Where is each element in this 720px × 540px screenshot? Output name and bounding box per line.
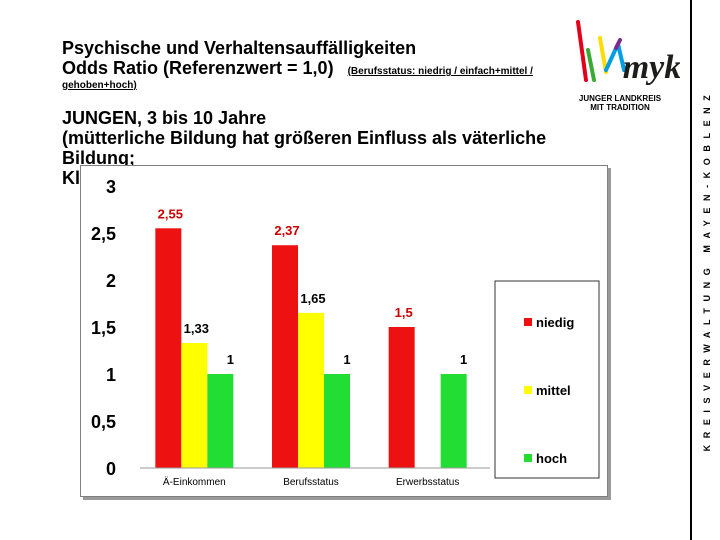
- logo-stroke-green: [586, 48, 596, 82]
- section-heading: JUNGEN, 3 bis 10 Jahre (mütterliche Bild…: [62, 108, 622, 188]
- logo-stroke-purple: [614, 38, 622, 50]
- legend-swatch-2: [524, 454, 532, 462]
- heading-line-2: (mütterliche Bildung hat größeren Einflu…: [62, 128, 547, 148]
- bar-2-1: [324, 374, 350, 468]
- y-tick-label-4: 2: [106, 271, 116, 291]
- logo-caption: JUNGER LANDKREIS MIT TRADITION: [560, 94, 680, 112]
- bar-2-2: [440, 374, 467, 468]
- legend-label-2: hoch: [536, 451, 567, 466]
- heading-line-4: Kl: [62, 168, 80, 188]
- logo-wordmark: myk: [623, 49, 680, 86]
- data-label-1-0: 1,33: [184, 321, 209, 336]
- data-label-2-0: 1: [227, 352, 234, 367]
- sidebar-text: KREISVERWALTUNG MAYEN-KOBLENZ: [702, 88, 712, 452]
- chart-frame: 0 0,5 1 1,5 2 2,5 3 2,55 1,33 1 2,37 1,65 1 1,5 1 Ä-E…: [80, 165, 608, 497]
- data-label-1-1: 1,65: [300, 291, 325, 306]
- data-label-0-0: 2,55: [158, 206, 183, 221]
- legend-swatch-1: [524, 386, 532, 394]
- x-tick-label-2: Erwerbsstatus: [396, 477, 459, 488]
- bar-1-0: [181, 342, 208, 468]
- heading-line-1: JUNGEN, 3 bis 10 Jahre: [62, 108, 267, 128]
- y-axis: 0 0,5 1 1,5 2 2,5 3: [91, 177, 116, 479]
- y-tick-label-3: 1,5: [91, 318, 116, 338]
- y-tick-label-5: 2,5: [91, 224, 116, 244]
- bars: 2,55 1,33 1 2,37 1,65 1 1,5 1: [140, 206, 490, 469]
- legend-box: [494, 280, 600, 479]
- data-label-0-1: 2,37: [274, 223, 299, 238]
- page-subtitle: Odds Ratio (Referenzwert = 1,0) (Berufsst…: [62, 58, 533, 79]
- logo-caption-line-2: MIT TRADITION: [590, 103, 650, 112]
- legend-label-1: mittel: [536, 383, 571, 398]
- data-label-0-2: 1,5: [395, 305, 413, 320]
- legend-label-0: niedig: [536, 315, 574, 330]
- y-tick-label-1: 0,5: [91, 412, 116, 432]
- legend: niedig mittel hoch: [524, 315, 574, 466]
- bar-0-1: [272, 245, 298, 468]
- subtitle-note: (Berufsstatus: niedrig / einfach+mittel …: [347, 66, 533, 77]
- myk-logo: myk: [576, 20, 680, 86]
- bar-0-2: [388, 327, 415, 468]
- y-tick-label-6: 3: [106, 177, 116, 197]
- subtitle-note-continued: gehoben+hoch): [62, 80, 137, 91]
- y-tick-label-2: 1: [106, 365, 116, 385]
- heading-line-3: Bildung;: [62, 148, 135, 168]
- bar-2-0: [207, 374, 234, 468]
- legend-swatch-0: [524, 318, 532, 326]
- x-tick-label-0: Ä-Einkommen: [163, 476, 226, 488]
- x-axis-labels: Ä-Einkommen Berufsstatus Erwerbsstatus: [163, 476, 459, 488]
- page-title: Psychische und Verhaltensauffälligkeiten: [62, 38, 417, 58]
- bar-0-0: [155, 228, 182, 468]
- data-label-2-1: 1: [343, 352, 350, 367]
- sidebar-banner: KREISVERWALTUNG MAYEN-KOBLENZ: [690, 0, 720, 540]
- y-tick-label-0: 0: [106, 459, 116, 479]
- subtitle-main: Odds Ratio (Referenzwert = 1,0): [62, 58, 334, 78]
- logo-stroke-yellow: [598, 36, 608, 74]
- bar-1-1: [298, 312, 324, 468]
- logo-caption-line-1: JUNGER LANDKREIS: [578, 94, 662, 103]
- x-tick-label-1: Berufsstatus: [283, 477, 339, 488]
- odds-ratio-chart: 0 0,5 1 1,5 2 2,5 3 2,55 1,33 1 2,37 1,65 1 1,5 1 Ä-E…: [91, 177, 600, 488]
- data-label-2-2: 1: [460, 352, 467, 367]
- logo-stroke-red: [576, 20, 588, 82]
